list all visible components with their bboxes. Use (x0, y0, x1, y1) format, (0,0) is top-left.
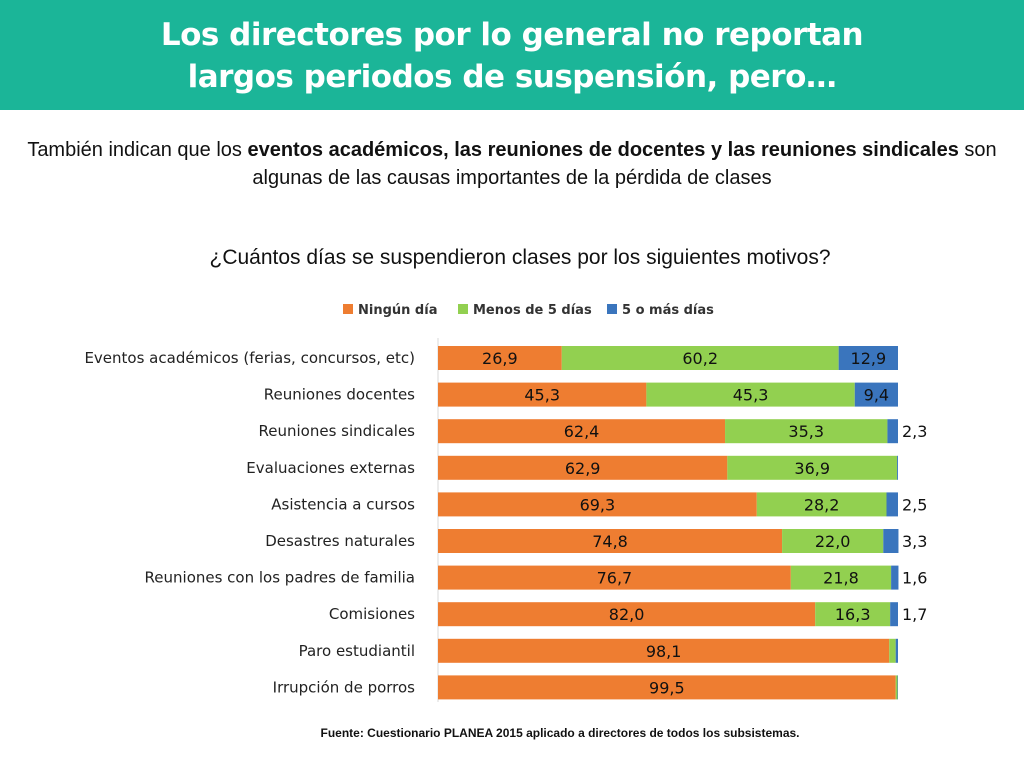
data-label: 62,9 (565, 459, 601, 478)
data-label: 28,2 (804, 495, 840, 514)
legend-swatch-1 (343, 304, 353, 314)
bar-segment (438, 529, 783, 553)
bar-segment (897, 455, 898, 480)
category-label: Comisiones (329, 605, 415, 623)
bar-segment (895, 638, 898, 663)
bar-segment (438, 675, 896, 700)
category-label: Reuniones con los padres de familia (145, 569, 415, 587)
subtitle-suffix: son algunas de las causas importantes de… (252, 139, 997, 189)
bar-segment (438, 346, 562, 370)
bar-segment (782, 529, 884, 553)
data-label: 12,9 (851, 349, 887, 368)
legend-swatch-3 (607, 304, 617, 314)
source-note: Fuente: Cuestionario PLANEA 2015 aplicad… (320, 726, 800, 740)
bar-segment (727, 455, 898, 480)
chart-title: ¿Cuántos días se suspendieron clases por… (209, 246, 831, 269)
category-label: Reuniones docentes (264, 386, 415, 404)
data-label: 36,9 (794, 459, 830, 478)
bar-segment (886, 492, 898, 517)
data-label: 21,8 (823, 569, 859, 588)
data-label: 16,3 (835, 605, 871, 624)
subtitle-bold: eventos académicos, las reuniones de doc… (247, 139, 959, 161)
stacked-bar-chart: Ningún día Menos de 5 días 5 o más días Eve… (84, 303, 927, 702)
bar-segment (890, 602, 898, 627)
bar-segment (838, 346, 898, 370)
subtitle: También indican que los eventos académic… (6, 136, 1018, 192)
data-label: 45,3 (733, 386, 769, 405)
bar-segment (790, 565, 892, 590)
legend-label-2: Menos de 5 días (473, 303, 592, 318)
data-label: 22,0 (815, 532, 851, 551)
bar-segment (561, 346, 839, 370)
bar-segment (895, 675, 898, 700)
data-label: 3,3 (902, 532, 927, 551)
legend-label-3: 5 o más días (622, 303, 714, 318)
data-label: 99,5 (649, 678, 685, 697)
data-label: 74,8 (592, 532, 628, 551)
data-label: 35,3 (788, 422, 824, 441)
category-label: Reuniones sindicales (259, 422, 416, 440)
category-label: Eventos académicos (ferias, concursos, e… (84, 349, 415, 367)
data-label: 1,6 (902, 569, 927, 588)
data-label: 2,5 (902, 495, 927, 514)
subtitle-prefix: También indican que los (27, 139, 248, 161)
data-label: 45,3 (524, 386, 560, 405)
bar-segment (438, 492, 757, 517)
category-label: Desastres naturales (265, 532, 415, 550)
bar-segment (854, 382, 898, 407)
bar-segment (889, 638, 896, 663)
category-label: Evaluaciones externas (246, 459, 415, 477)
bar-segment (438, 638, 890, 663)
category-label: Asistencia a cursos (271, 495, 415, 513)
data-label: 60,2 (682, 349, 718, 368)
data-label: 9,4 (864, 386, 889, 405)
data-label: 69,3 (580, 495, 616, 514)
page-title-line-1: Los directores por lo general no reporta… (160, 17, 864, 53)
data-label: 82,0 (609, 605, 645, 624)
bar-segment (887, 419, 898, 444)
bar-segment (815, 602, 891, 627)
data-label: 76,7 (597, 569, 633, 588)
data-label: 1,7 (902, 605, 927, 624)
bar-segment (438, 602, 816, 627)
data-label: 62,4 (564, 422, 600, 441)
data-label: 26,9 (482, 349, 518, 368)
page-title: Los directores por lo general no reporta… (0, 14, 1024, 98)
bar-segment (756, 492, 887, 517)
data-label: 2,3 (902, 422, 927, 441)
bar-segment (438, 565, 791, 590)
bar-segment (891, 565, 899, 590)
category-label: Paro estudiantil (299, 642, 415, 660)
bar-segment (438, 419, 726, 444)
bar-segment (646, 382, 855, 407)
header-banner: Los directores por lo general no reporta… (0, 0, 1024, 110)
category-label: Irrupción de porros (273, 678, 416, 696)
legend-swatch-2 (458, 304, 468, 314)
data-label: 98,1 (646, 642, 682, 661)
bar-segment (438, 455, 728, 480)
bar-segment (438, 382, 647, 407)
bar-segment (883, 529, 899, 553)
bar-segment (725, 419, 888, 444)
legend-label-1: Ningún día (358, 303, 437, 318)
page-title-line-2: largos periodos de suspensión, pero… (187, 59, 837, 95)
